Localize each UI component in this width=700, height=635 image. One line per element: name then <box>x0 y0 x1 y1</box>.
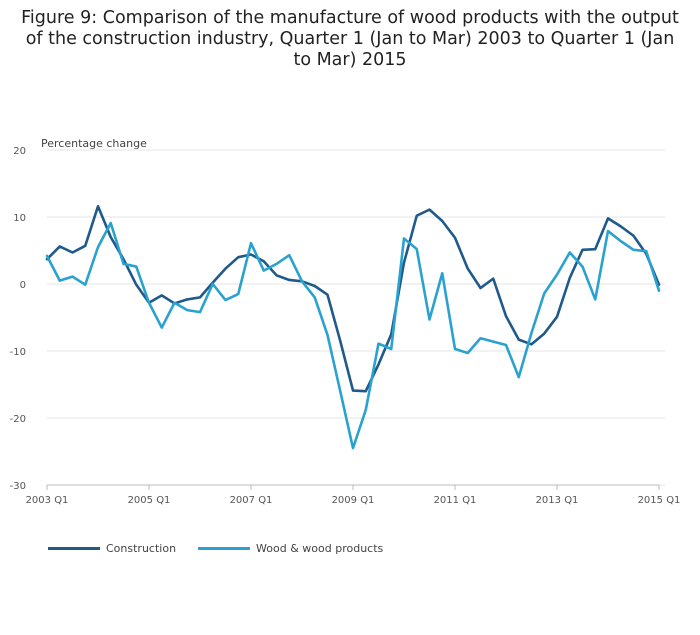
x-tick-label: 2003 Q1 <box>26 495 69 506</box>
gridlines <box>47 149 665 486</box>
series-line-construction <box>45 204 661 393</box>
legend: Construction Wood & wood products <box>48 542 383 555</box>
x-tick-label: 2007 Q1 <box>230 495 273 506</box>
x-tick-label: 2005 Q1 <box>128 495 171 506</box>
x-tick-label: 2009 Q1 <box>332 495 375 506</box>
legend-swatch-wood <box>198 547 251 550</box>
y-axis: 20 10 0 -10 -20 -30 <box>10 146 26 492</box>
legend-item-wood[interactable]: Wood & wood products <box>198 542 383 555</box>
y-tick-label: 20 <box>13 146 26 157</box>
series-lines <box>45 204 661 450</box>
x-axis: 2003 Q1 2005 Q1 2007 Q1 2009 Q1 2011 Q1 2013 … <box>26 484 681 506</box>
x-tick-label: 2013 Q1 <box>536 495 579 506</box>
x-tick-label: 2015 Q1 <box>638 495 681 506</box>
legend-label-construction: Construction <box>106 542 177 555</box>
y-tick-label: -20 <box>10 414 26 425</box>
x-tick-label: 2011 Q1 <box>434 495 477 506</box>
y-axis-label: Percentage change <box>41 137 147 150</box>
legend-item-construction[interactable]: Construction <box>48 542 176 555</box>
chart-title: Figure 9: Comparison of the manufacture … <box>21 8 679 70</box>
y-tick-label: 0 <box>20 280 26 291</box>
y-tick-label: -30 <box>10 481 26 492</box>
series-line-wood <box>45 221 661 450</box>
legend-label-wood: Wood & wood products <box>256 542 384 555</box>
y-tick-label: -10 <box>10 347 26 358</box>
legend-swatch-construction <box>48 547 100 550</box>
y-tick-label: 10 <box>13 213 26 224</box>
